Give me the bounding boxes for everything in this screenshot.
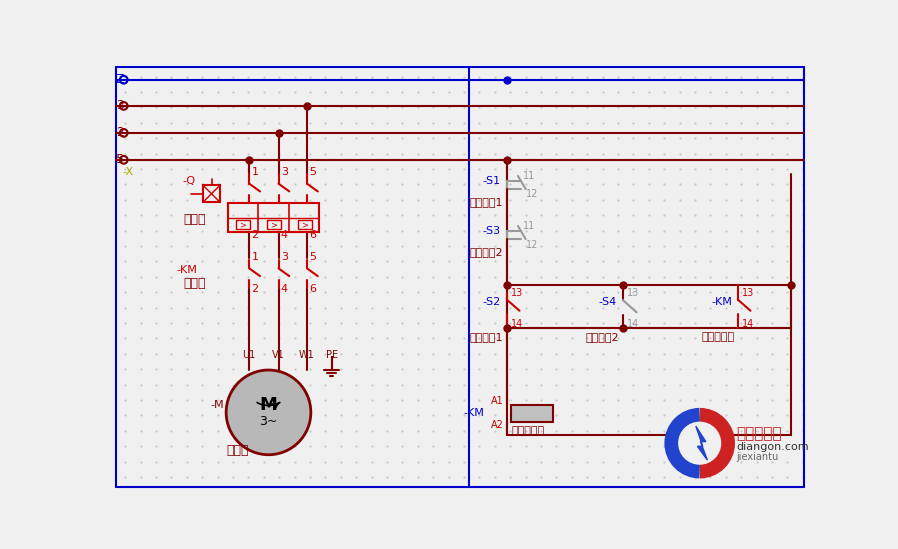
Bar: [203, 185, 220, 202]
Text: -Q: -Q: [182, 176, 196, 186]
Bar: [228, 203, 320, 232]
Text: -S4: -S4: [598, 297, 617, 307]
Text: 14: 14: [511, 319, 524, 329]
Bar: [511, 405, 553, 422]
Text: 停止按钮1: 停止按钮1: [470, 197, 504, 207]
Text: 2: 2: [251, 230, 259, 240]
Text: 11: 11: [523, 221, 535, 231]
Text: 13: 13: [511, 288, 524, 298]
Text: -KM: -KM: [177, 265, 198, 275]
Text: 接触器: 接触器: [184, 277, 207, 289]
Text: W1: W1: [299, 350, 315, 360]
Text: 启动按钮2: 启动按钮2: [585, 332, 619, 342]
Text: 断路器: 断路器: [184, 214, 207, 226]
Text: A1: A1: [490, 396, 504, 406]
Text: 4: 4: [281, 230, 288, 240]
Bar: [298, 220, 312, 229]
Text: 接触器常开: 接触器常开: [701, 332, 735, 342]
Text: 1: 1: [251, 252, 259, 262]
Text: 3: 3: [281, 167, 288, 177]
Text: 3~: 3~: [260, 415, 277, 428]
Text: >: >: [301, 220, 308, 229]
Text: -S3: -S3: [483, 226, 501, 237]
Text: 5: 5: [309, 252, 316, 262]
Text: 电动机: 电动机: [226, 444, 249, 457]
Text: -S2: -S2: [483, 297, 501, 307]
Text: -X: -X: [123, 167, 134, 177]
Text: 5: 5: [309, 167, 316, 177]
Text: -S1: -S1: [483, 176, 501, 186]
Polygon shape: [696, 426, 708, 460]
Text: 12: 12: [525, 239, 538, 249]
Text: 3: 3: [116, 99, 124, 113]
Text: 电工学习网: 电工学习网: [736, 427, 782, 441]
Text: V1: V1: [272, 350, 285, 360]
Text: 14: 14: [627, 319, 638, 329]
Text: U1: U1: [242, 350, 256, 360]
Text: Z: Z: [116, 73, 124, 86]
Text: 2: 2: [251, 284, 259, 294]
Text: 6: 6: [309, 284, 316, 294]
Text: 12: 12: [525, 189, 538, 199]
Text: -KM: -KM: [711, 297, 732, 307]
Text: 5: 5: [116, 153, 124, 166]
Text: 4: 4: [281, 284, 288, 294]
Bar: [267, 220, 281, 229]
Text: jiexiantu: jiexiantu: [736, 452, 779, 462]
Text: -KM: -KM: [463, 408, 484, 418]
Circle shape: [678, 422, 721, 465]
Text: 3: 3: [281, 252, 288, 262]
Text: >: >: [240, 220, 247, 229]
Text: 11: 11: [523, 171, 535, 181]
Text: PE: PE: [326, 350, 338, 360]
Text: 13: 13: [742, 288, 754, 298]
Text: 6: 6: [309, 230, 316, 240]
Text: diangon.com: diangon.com: [736, 442, 809, 452]
Text: A2: A2: [490, 421, 504, 430]
Text: 启动按钮1: 启动按钮1: [470, 332, 504, 342]
Text: -M: -M: [210, 400, 224, 410]
Text: >: >: [270, 220, 277, 229]
Text: 1: 1: [251, 167, 259, 177]
Text: 接触器线圈: 接触器线圈: [511, 426, 544, 436]
Text: 13: 13: [627, 288, 638, 298]
Text: 停止按钮2: 停止按钮2: [470, 247, 504, 257]
Text: 14: 14: [742, 319, 754, 329]
Bar: [236, 220, 250, 229]
Text: M: M: [260, 396, 277, 414]
Text: 2: 2: [116, 126, 124, 139]
Circle shape: [226, 370, 311, 455]
